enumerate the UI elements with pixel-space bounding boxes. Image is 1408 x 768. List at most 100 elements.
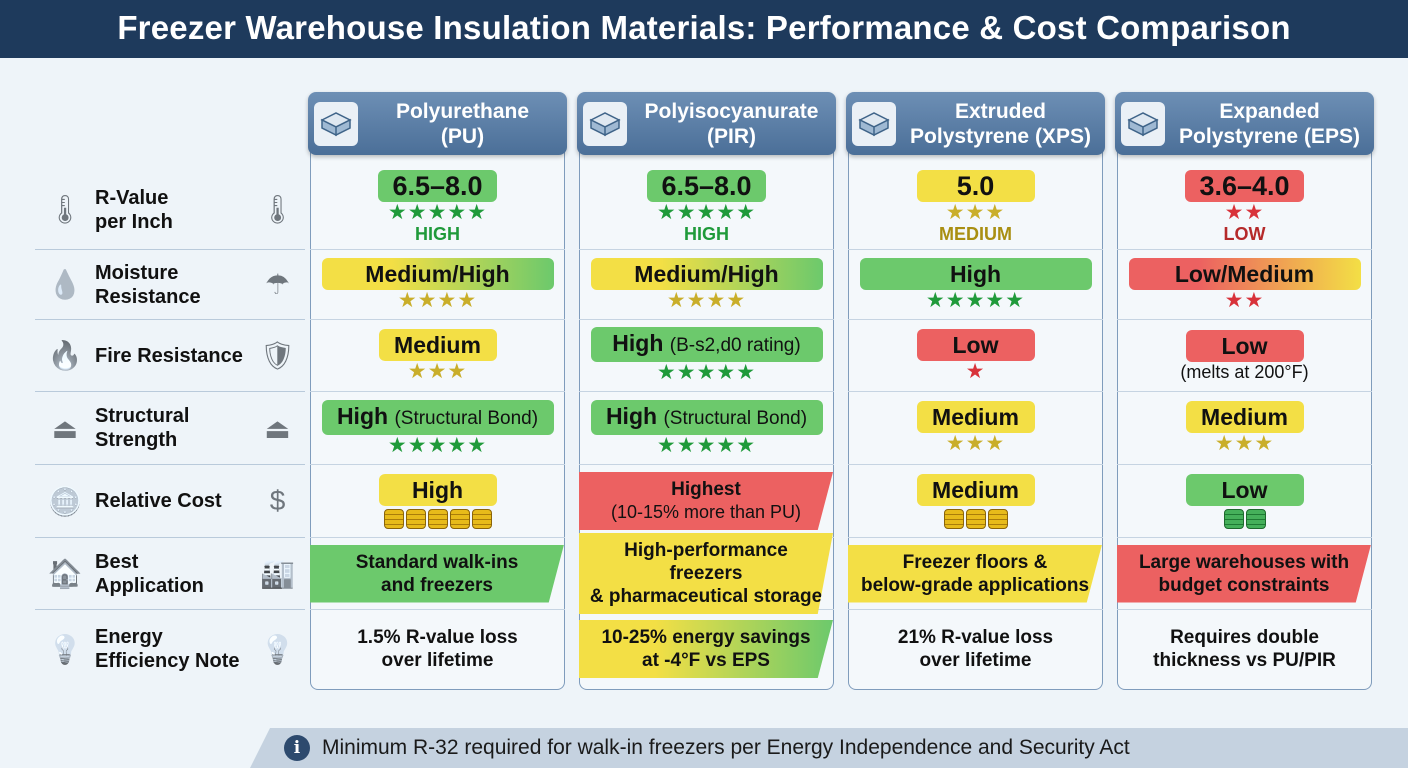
- rating-value: Low: [952, 331, 999, 358]
- coin-icon: [427, 508, 448, 529]
- coin-stack-icon: 🪙: [47, 485, 83, 517]
- row-label-text: Relative Cost: [95, 490, 222, 512]
- star-rating: ★★★★: [666, 288, 747, 312]
- banner-text: 10-25% energy savings at -4°F vs EPS: [601, 627, 811, 671]
- cell-fire-resistance: Low (melts at 200°F): [1117, 320, 1372, 392]
- rating-badge: Medium: [378, 328, 497, 361]
- row-label-text: Structural Strength: [95, 405, 190, 451]
- rating-value: High: [336, 402, 389, 429]
- thermometer-up-icon: 🌡: [47, 194, 83, 225]
- rating-value: Medium/High: [634, 260, 779, 287]
- fire-shield-icon: 🛡: [259, 340, 296, 371]
- coin-icons: [943, 508, 1008, 529]
- material-header: Extruded Polystyrene (XPS): [846, 92, 1105, 155]
- coin-icon: [471, 508, 492, 529]
- star-rating: ★★★★★: [656, 433, 757, 457]
- cell-fire-resistance: High (B-s2,d0 rating) ★★★★★: [579, 320, 834, 392]
- rating-value: 3.6–4.0: [1199, 171, 1290, 201]
- star-rating: ★★★: [945, 201, 1006, 224]
- banner-text: 21% R-value loss over lifetime: [897, 627, 1054, 671]
- cell-energy-efficiency-note: 1.5% R-value loss over lifetime: [310, 610, 565, 688]
- panel-icon: [314, 101, 358, 146]
- foam-board-icon: [1121, 101, 1165, 146]
- material-name: Polyurethane (PU): [395, 99, 530, 148]
- rating-badge: Medium: [916, 473, 1035, 506]
- row-label-6: 💡 Energy Efficiency Note 💡: [35, 610, 305, 688]
- star-rating: ★★★★★: [656, 201, 757, 224]
- cell-best-application: Large warehouses with budget constraints: [1117, 538, 1372, 610]
- rating-subtext: (B-s2,d0 rating): [669, 335, 801, 356]
- cell-moisture-resistance: High ★★★★★: [848, 250, 1103, 320]
- rating-value: High: [605, 402, 658, 429]
- cell-relative-cost: Low: [1117, 465, 1372, 538]
- cell-best-application: High-performance freezers & pharmaceutic…: [579, 533, 834, 614]
- row-label-1: 💧 Moisture Resistance ☂: [35, 250, 305, 320]
- banner-text: Standard walk-ins and freezers: [355, 551, 519, 596]
- rating-banner: 10-25% energy savings at -4°F vs EPS: [579, 620, 833, 678]
- dollar-coin-icon: $: [269, 485, 286, 516]
- weight-on-i-beam-icon: ⏏: [264, 412, 291, 444]
- rating-value: Low: [1221, 332, 1268, 359]
- banner-text: High-performance freezers & pharmaceutic…: [589, 540, 823, 607]
- rating-banner: High-performance freezers & pharmaceutic…: [579, 533, 833, 614]
- row-label-text: Energy Efficiency Note: [95, 626, 240, 672]
- rating-value: Low: [1221, 476, 1268, 503]
- rating-badge: High (B-s2,d0 rating): [590, 327, 823, 362]
- rating-value: Low/Medium: [1174, 260, 1315, 287]
- rating-banner: Standard walk-ins and freezers: [310, 544, 564, 603]
- rating-subtext: (Structural Bond): [394, 407, 539, 429]
- info-icon: i: [284, 735, 310, 761]
- star-rating: ★★★★★: [387, 201, 488, 224]
- rating-value: Medium: [932, 404, 1019, 430]
- row-label-text: Fire Resistance: [95, 344, 243, 367]
- cell-structural-strength: Medium ★★★: [1117, 392, 1372, 465]
- rating-label: LOW: [1223, 224, 1266, 244]
- banner-text: Freezer floors & below-grade application…: [860, 551, 1090, 596]
- row-label-3: ⏏ Structural Strength ⏏: [35, 392, 305, 465]
- row-label-4: 🪙 Relative Cost $: [35, 465, 305, 538]
- rating-badge: Medium/High: [321, 257, 554, 290]
- footer-text: Minimum R-32 required for walk-in freeze…: [322, 736, 1130, 759]
- umbrella-icon: ☂: [264, 269, 291, 300]
- rating-banner: Requires double thickness vs PU/PIR: [1118, 620, 1372, 678]
- star-rating: ★★★★★: [387, 433, 488, 457]
- star-rating: ★★: [1224, 288, 1265, 312]
- banner-text: Requires double thickness vs PU/PIR: [1153, 627, 1336, 671]
- material-header: Expanded Polystyrene (EPS): [1115, 92, 1374, 155]
- rating-badge: Medium: [916, 401, 1035, 433]
- rating-banner: Highest (10-15% more than PU): [579, 472, 833, 530]
- flame-shield-icon: 🔥: [47, 340, 83, 371]
- rating-banner: Freezer floors & below-grade application…: [848, 544, 1102, 603]
- warehouse-icon: 🏭: [260, 558, 295, 589]
- rating-badge: High: [859, 257, 1092, 290]
- cell-relative-cost: Medium: [848, 465, 1103, 538]
- cell-moisture-resistance: Medium/High ★★★★: [310, 250, 565, 320]
- cell-r-value-per-inch: 5.0 ★★★ MEDIUM: [848, 165, 1103, 250]
- cell-moisture-resistance: Medium/High ★★★★: [579, 250, 834, 320]
- rating-value: High: [612, 330, 664, 356]
- cell-energy-efficiency-note: Requires double thickness vs PU/PIR: [1117, 610, 1372, 688]
- star-rating: ★★★: [1214, 432, 1275, 455]
- rating-banner: Large warehouses with budget constraints: [1117, 544, 1371, 603]
- coin-icons: [1223, 508, 1266, 529]
- star-rating: ★★: [1224, 201, 1265, 224]
- rating-badge: 6.5–8.0: [378, 170, 497, 202]
- coin-icon: [987, 508, 1008, 529]
- cell-fire-resistance: Medium ★★★: [310, 320, 565, 392]
- rating-badge: High (Structural Bond): [590, 399, 823, 435]
- rating-badge: 3.6–4.0: [1185, 170, 1304, 202]
- cell-moisture-resistance: Low/Medium ★★: [1117, 250, 1372, 320]
- rating-banner: 1.5% R-value loss over lifetime: [311, 620, 565, 678]
- rating-badge: Medium/High: [590, 257, 823, 290]
- banner-subtext: (10-15% more than PU): [610, 502, 802, 522]
- material-name: Expanded Polystyrene (EPS): [1179, 99, 1360, 148]
- weight-on-beam-icon: ⏏: [51, 412, 79, 444]
- material-header: Polyisocyanurate (PIR): [577, 92, 836, 155]
- cell-relative-cost: High: [310, 465, 565, 538]
- row-label-text: Moisture Resistance: [95, 261, 201, 308]
- rating-value: Medium/High: [365, 260, 510, 287]
- material-name: Extruded Polystyrene (XPS): [910, 99, 1091, 148]
- rating-badge: Low: [1185, 329, 1304, 362]
- material-name: Polyisocyanurate (PIR): [644, 99, 819, 148]
- rating-badge: Medium: [1185, 401, 1304, 433]
